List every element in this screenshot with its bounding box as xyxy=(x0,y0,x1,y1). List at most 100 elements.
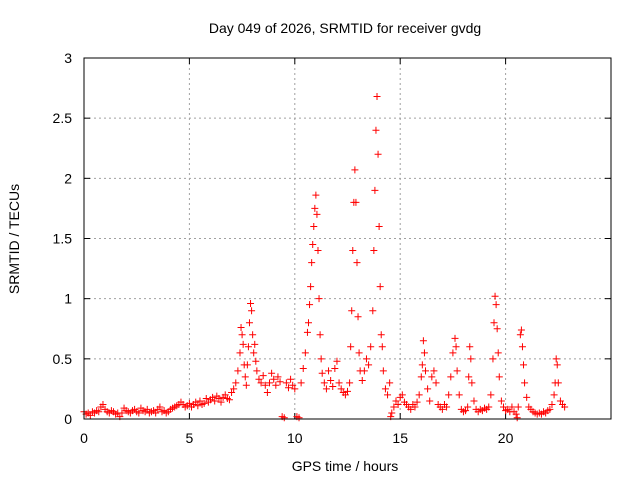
y-tick-label: 0 xyxy=(64,411,72,427)
data-point xyxy=(517,326,525,334)
y-tick-label: 1 xyxy=(64,291,72,307)
data-point xyxy=(250,349,258,357)
data-point xyxy=(268,369,276,377)
data-point xyxy=(420,349,428,357)
data-point xyxy=(377,331,385,339)
data-point xyxy=(445,391,453,399)
y-tick-label: 0.5 xyxy=(53,351,73,367)
data-point xyxy=(346,379,354,387)
data-point xyxy=(306,301,314,309)
data-point xyxy=(274,373,282,381)
data-point xyxy=(215,395,223,403)
data-point xyxy=(499,403,507,411)
data-point xyxy=(349,247,357,255)
data-point xyxy=(318,369,326,377)
data-point xyxy=(518,343,526,351)
axis-ticks xyxy=(83,57,611,420)
data-point xyxy=(516,331,524,339)
data-point xyxy=(316,331,324,339)
data-point xyxy=(421,367,429,375)
data-point xyxy=(261,381,269,389)
data-point xyxy=(245,319,253,327)
data-point xyxy=(452,343,460,351)
data-point xyxy=(320,379,328,387)
x-tick-label: 5 xyxy=(186,430,194,446)
data-point xyxy=(284,384,292,392)
data-point xyxy=(143,405,151,413)
data-point xyxy=(492,301,500,309)
data-point xyxy=(315,295,323,303)
data-point xyxy=(379,367,387,375)
data-point xyxy=(310,222,318,230)
data-point xyxy=(491,292,499,300)
data-point xyxy=(523,393,531,401)
data-point xyxy=(322,385,330,393)
data-point xyxy=(411,403,419,411)
data-point xyxy=(309,241,317,249)
data-point xyxy=(270,375,278,383)
data-point xyxy=(289,381,297,389)
data-point xyxy=(329,383,337,391)
data-point xyxy=(303,328,311,336)
data-point xyxy=(244,343,252,351)
data-point xyxy=(95,408,103,416)
data-point xyxy=(344,387,351,395)
grid-lines xyxy=(84,58,611,419)
data-point xyxy=(276,378,284,386)
data-point xyxy=(221,391,229,399)
data-point xyxy=(430,367,438,375)
data-point xyxy=(378,343,386,351)
data-point xyxy=(118,409,126,417)
data-point xyxy=(467,355,475,363)
data-point xyxy=(241,373,249,381)
data-point xyxy=(466,343,474,351)
data-point xyxy=(447,373,455,381)
data-point xyxy=(370,247,378,255)
data-point xyxy=(353,259,361,267)
x-tick-label: 15 xyxy=(392,430,408,446)
data-point xyxy=(462,407,470,415)
y-tick-label: 2.5 xyxy=(53,110,73,126)
data-point xyxy=(232,379,240,387)
data-point xyxy=(367,343,375,351)
data-point xyxy=(497,397,505,405)
data-point xyxy=(331,364,339,372)
x-tick-label: 20 xyxy=(498,430,514,446)
data-point xyxy=(521,379,529,387)
data-point xyxy=(418,361,426,369)
data-point xyxy=(247,299,255,307)
data-series-srmtid xyxy=(80,93,569,422)
x-tick-labels: 0 5 10 15 20 xyxy=(80,430,513,446)
data-point xyxy=(225,396,233,404)
data-point xyxy=(230,385,238,393)
data-point xyxy=(419,337,427,345)
data-point xyxy=(386,379,394,387)
data-point xyxy=(428,373,436,381)
data-point xyxy=(449,349,457,357)
data-point xyxy=(513,414,521,422)
data-point xyxy=(373,93,381,101)
data-point xyxy=(546,405,554,413)
data-point xyxy=(553,361,561,369)
data-point xyxy=(394,401,402,409)
data-point xyxy=(291,385,299,393)
data-point xyxy=(335,379,343,387)
data-point xyxy=(295,414,303,422)
data-point xyxy=(234,367,242,375)
data-point xyxy=(392,397,400,405)
data-point xyxy=(375,222,383,230)
data-point xyxy=(305,319,313,327)
data-point xyxy=(360,367,368,375)
data-point xyxy=(237,324,245,332)
data-point xyxy=(156,403,164,411)
data-point xyxy=(384,391,392,399)
data-point xyxy=(453,367,461,375)
data-point xyxy=(455,391,463,399)
data-point xyxy=(407,405,415,413)
data-point xyxy=(489,355,497,363)
data-point xyxy=(371,186,379,194)
data-point xyxy=(355,349,363,357)
y-axis-label: SRMTID / TECUs xyxy=(6,184,22,294)
data-point xyxy=(451,334,459,342)
data-point xyxy=(376,283,384,291)
